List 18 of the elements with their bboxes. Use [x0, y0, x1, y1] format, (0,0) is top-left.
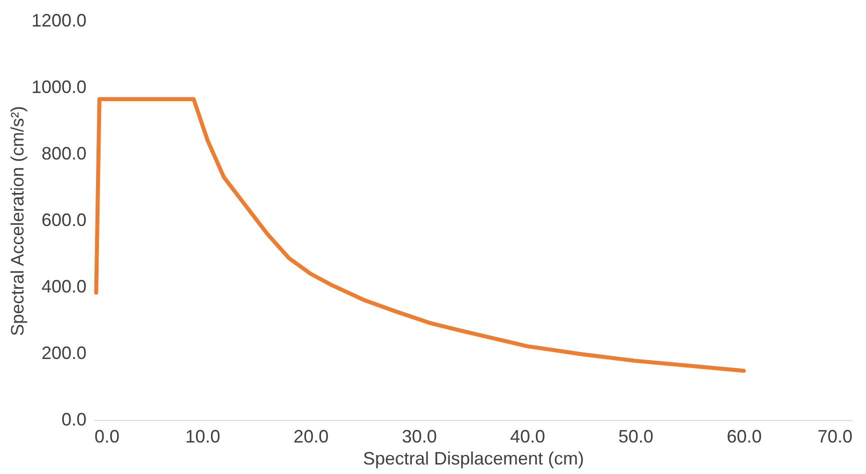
- x-tick-label: 50.0: [618, 426, 654, 446]
- x-tick-label: 20.0: [294, 426, 329, 446]
- y-tick-label: 1200.0: [31, 10, 86, 30]
- x-tick-label: 10.0: [185, 426, 220, 446]
- x-tick-label: 70.0: [817, 426, 852, 446]
- y-tick-label: 400.0: [41, 276, 86, 296]
- x-axis-title: Spectral Displacement (cm): [362, 448, 584, 468]
- x-tick-label: 0.0: [94, 426, 120, 446]
- y-tick-label: 800.0: [41, 144, 86, 164]
- x-tick-label: 60.0: [726, 426, 762, 446]
- y-tick-label: 1000.0: [31, 77, 86, 97]
- y-axis-title: Spectral Acceleration (cm/s²): [7, 106, 28, 336]
- y-tick-label: 200.0: [41, 343, 86, 363]
- x-tick-label: 40.0: [510, 426, 546, 446]
- line-series: [94, 97, 746, 373]
- y-tick-label: 0.0: [61, 410, 86, 430]
- y-tick-label: 600.0: [41, 210, 86, 230]
- x-tick-label: 30.0: [402, 426, 437, 446]
